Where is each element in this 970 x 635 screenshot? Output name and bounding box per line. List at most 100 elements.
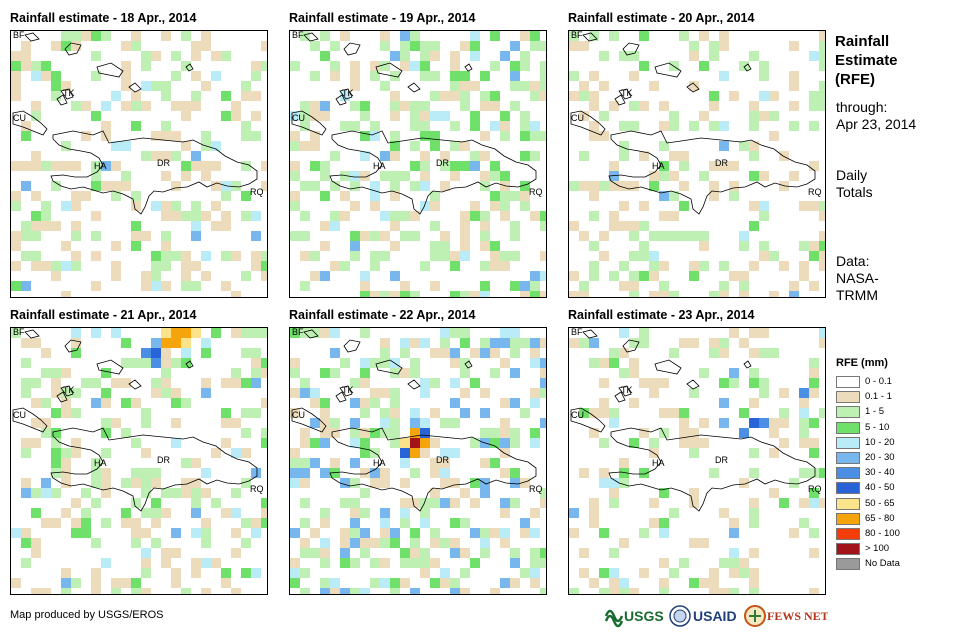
rainfall-cell <box>609 588 619 594</box>
rainfall-cell <box>370 121 380 131</box>
rainfall-cell <box>689 578 699 588</box>
rainfall-cell <box>340 171 350 181</box>
rainfall-cell <box>360 588 370 594</box>
rainfall-cell <box>599 231 609 241</box>
rainfall-cell <box>390 221 400 231</box>
rainfall-cell <box>530 568 540 578</box>
rainfall-cell <box>440 578 450 588</box>
map-label-rq: RQ <box>808 484 822 494</box>
rainfall-cell <box>789 291 799 297</box>
rainfall-cell <box>201 81 211 91</box>
rainfall-cell <box>530 578 540 588</box>
rainfall-cell <box>151 358 161 368</box>
rainfall-cell <box>689 498 699 508</box>
totals-line: Totals <box>836 184 873 200</box>
rainfall-cell <box>639 201 649 211</box>
rainfall-cell <box>819 338 825 348</box>
rainfall-cell <box>480 338 490 348</box>
rainfall-cell <box>629 51 639 61</box>
rainfall-cell <box>380 508 390 518</box>
rainfall-cell <box>470 111 480 121</box>
rainfall-cell <box>300 121 310 131</box>
rainfall-cell <box>589 408 599 418</box>
legend-swatch <box>836 436 860 449</box>
rainfall-cell <box>290 458 300 468</box>
rainfall-cell <box>31 538 41 548</box>
rainfall-cell <box>410 141 420 151</box>
rainfall-cell <box>201 488 211 498</box>
rainfall-cell <box>410 558 420 568</box>
rainfall-cell <box>350 528 360 538</box>
rainfall-cell <box>171 438 181 448</box>
rainfall-cell <box>390 271 400 281</box>
legend-label: 1 - 5 <box>865 406 885 418</box>
rainfall-cell <box>360 328 370 338</box>
rainfall-cell <box>151 281 161 291</box>
rainfall-cell <box>261 498 267 508</box>
rainfall-cell <box>300 518 310 528</box>
legend-swatch <box>836 558 860 571</box>
rainfall-cell <box>699 368 709 378</box>
map-panel-2: BF TK CU HA DR RQ <box>289 30 547 298</box>
rainfall-cell <box>599 438 609 448</box>
rainfall-cell <box>131 221 141 231</box>
rainfall-cell <box>111 378 121 388</box>
rainfall-cell <box>310 398 320 408</box>
rainfall-cell <box>410 41 420 51</box>
rainfall-cell <box>589 121 599 131</box>
rainfall-cell <box>679 31 689 41</box>
rainfall-cell <box>310 111 320 121</box>
rainfall-cell <box>569 41 579 51</box>
rainfall-cell <box>71 338 81 348</box>
rainfall-cell <box>350 498 360 508</box>
rainfall-cell <box>131 528 141 538</box>
rainfall-cell <box>749 101 759 111</box>
rainfall-cell <box>201 388 211 398</box>
rainfall-cell <box>231 528 241 538</box>
rainfall-cell <box>589 241 599 251</box>
rainfall-cell <box>689 51 699 61</box>
rainfall-cell <box>400 338 410 348</box>
rainfall-cell <box>450 588 460 594</box>
rainfall-cell <box>520 61 530 71</box>
rainfall-cell <box>809 488 819 498</box>
rainfall-cell <box>231 548 241 558</box>
rainfall-cell <box>809 281 819 291</box>
rainfall-cell <box>460 358 470 368</box>
rainfall-cell <box>370 398 380 408</box>
rainfall-cell <box>231 588 241 594</box>
rainfall-cell <box>320 111 330 121</box>
rainfall-cell <box>131 101 141 111</box>
island-coastline <box>464 360 473 369</box>
rainfall-cell <box>181 338 191 348</box>
rainfall-cell <box>809 378 819 388</box>
rainfall-cell <box>31 338 41 348</box>
rainfall-cell <box>390 241 400 251</box>
rainfall-cell <box>719 121 729 131</box>
rainfall-cell <box>231 291 241 297</box>
rainfall-cell <box>141 358 151 368</box>
rainfall-cell <box>121 508 131 518</box>
rfe-heading-line: Estimate <box>835 52 898 69</box>
rainfall-cell <box>540 418 546 428</box>
rainfall-cell <box>300 101 310 111</box>
rainfall-cell <box>639 468 649 478</box>
rainfall-cell <box>201 528 211 538</box>
rainfall-cell <box>719 41 729 51</box>
rainfall-cell <box>390 528 400 538</box>
through-label: through: <box>836 99 888 115</box>
rainfall-cell <box>699 578 709 588</box>
rainfall-cell <box>320 548 330 558</box>
rainfall-cell <box>440 418 450 428</box>
rainfall-cell <box>51 81 61 91</box>
rainfall-cell <box>540 91 546 101</box>
rainfall-cell <box>290 468 300 478</box>
rainfall-cell <box>430 91 440 101</box>
rainfall-cell <box>41 488 51 498</box>
rainfall-cell <box>221 508 231 518</box>
rainfall-cell <box>510 398 520 408</box>
rainfall-cell <box>231 328 241 338</box>
map-label-rq: RQ <box>250 484 264 494</box>
rainfall-cell <box>450 291 460 297</box>
rainfall-cell <box>191 488 201 498</box>
